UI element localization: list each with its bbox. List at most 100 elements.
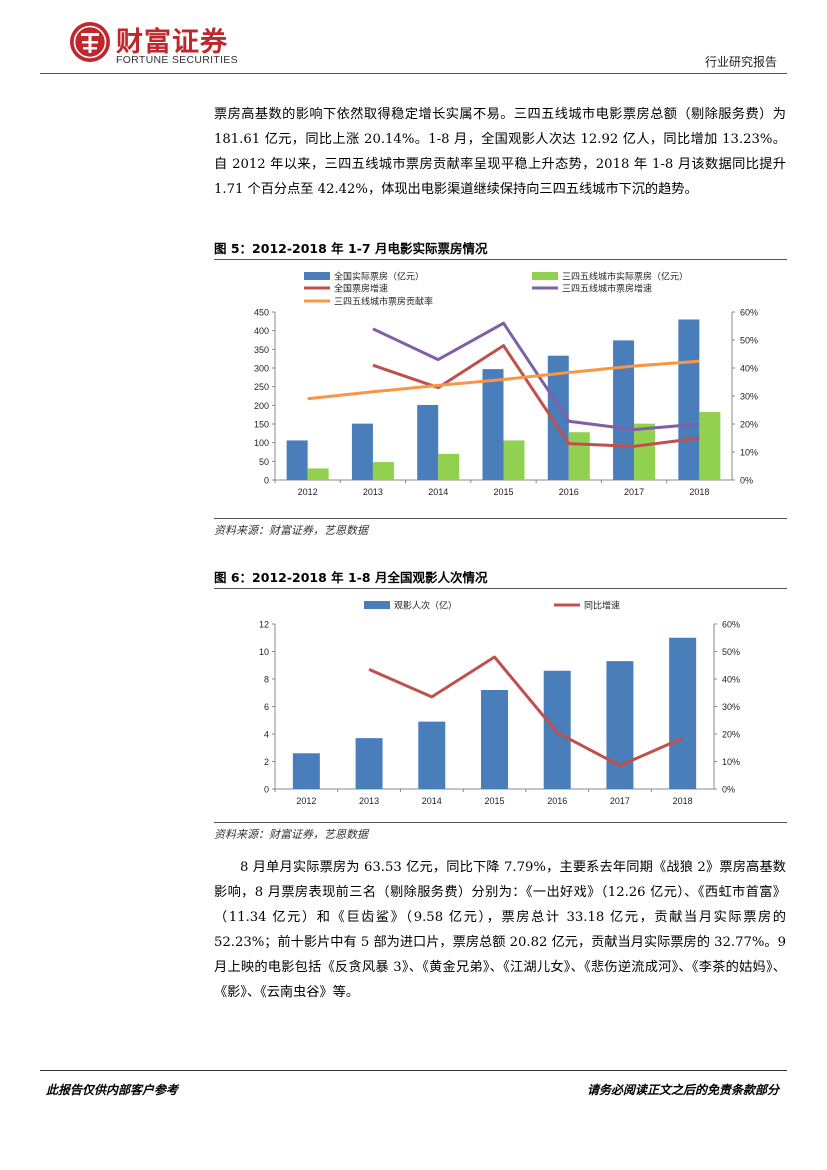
fig6-right-tick-label: 20% [722, 730, 740, 740]
fig5-bar-1 [678, 319, 700, 480]
fig5-right-tick-label: 30% [740, 392, 758, 402]
fig6-left-tick-label: 6 [264, 702, 269, 712]
footer-divider [40, 1070, 787, 1071]
fig5-bar-2 [307, 468, 329, 480]
fig5-left-tick-label: 350 [254, 345, 269, 355]
figure-5-title: 图 5：2012-2018 年 1-7 月电影实际票房情况 [214, 241, 488, 256]
fig5-bar-2 [699, 412, 721, 480]
fig5-right-tick-label: 0% [740, 476, 753, 486]
fig5-bar-2 [634, 423, 656, 480]
fig6-left-tick-label: 2 [264, 757, 269, 767]
brand-name-en: FORTUNE SECURITIES [116, 54, 238, 66]
figure-6-source: 资料来源：财富证券，艺恩数据 [214, 828, 368, 841]
footer-disclaimer-right: 请务必阅读正文之后的免责条款部分 [586, 1083, 779, 1097]
fig5-bar-1 [547, 355, 569, 480]
figure-5-bottom-rule [214, 518, 787, 519]
fig5-right-tick-label: 20% [740, 420, 758, 430]
fig6-x-tick-label: 2016 [547, 796, 567, 806]
figure-5-chart: 0 50 100 150 200 250 300 350 400 450 0% 10% 20% 30% 40… [254, 271, 758, 498]
fig5-bar-1 [482, 369, 504, 480]
fig5-left-tick-label: 50 [259, 457, 269, 467]
fig6-x-tick-label: 2012 [296, 796, 316, 806]
fig5-legend-label: 三四五线城市票房贡献率 [334, 296, 433, 307]
fig6-right-tick-label: 0% [722, 785, 735, 795]
figure-6-title: 图 6：2012-2018 年 1-8 月全国观影人次情况 [214, 570, 488, 585]
fig6-bar-1 [606, 661, 634, 789]
fig5-right-tick-label: 60% [740, 308, 758, 318]
fig6-right-tick-label: 60% [722, 620, 740, 630]
figure-5-source: 资料来源：财富证券，艺恩数据 [214, 524, 368, 537]
figure-5-top-rule [214, 259, 787, 260]
fig5-right-tick-label: 40% [740, 364, 758, 374]
figure-6-bottom-rule [214, 822, 787, 823]
fig6-bar-1 [543, 670, 571, 789]
fig6-legend-swatch [364, 601, 390, 609]
fig6-x-tick-label: 2015 [484, 796, 504, 806]
fig5-x-tick-label: 2015 [493, 487, 513, 497]
fig5-line-3 [307, 359, 700, 401]
fig5-x-tick-label: 2018 [689, 487, 709, 497]
fig6-line-1 [368, 655, 684, 768]
fig5-bar-2 [503, 440, 525, 480]
report-type-label: 行业研究报告 [704, 55, 777, 69]
fig6-legend-label: 同比增速 [584, 600, 620, 611]
fig5-line-2 [372, 321, 700, 432]
fig6-bar-1 [292, 753, 320, 789]
fig5-right-tick-label: 10% [740, 448, 758, 458]
fig6-left-tick-label: 8 [264, 675, 269, 685]
fig6-left-tick-label: 12 [259, 620, 269, 630]
fig6-bar-1 [481, 690, 508, 789]
fig5-bar-1 [417, 404, 439, 480]
fig6-left-tick-label: 10 [259, 647, 269, 657]
header-divider [40, 73, 787, 74]
fig6-right-tick-label: 30% [722, 702, 740, 712]
brand-name-cn: 财富证券 [116, 27, 228, 58]
fig6-left-tick-label: 0 [264, 785, 269, 795]
fig6-x-tick-label: 2018 [673, 796, 693, 806]
fig5-x-tick-label: 2016 [559, 487, 579, 497]
fig5-bar-2 [372, 462, 394, 480]
fig5-left-tick-label: 100 [254, 438, 269, 448]
fig5-left-tick-label: 200 [254, 401, 269, 411]
fig5-line-1 [372, 344, 700, 448]
fig5-legend-label: 三四五线城市实际票房（亿元） [562, 271, 688, 282]
fig5-bar-1 [613, 340, 635, 480]
footer-disclaimer-left: 此报告仅供内部客户参考 [46, 1083, 179, 1097]
fig6-legend-label: 观影人次（亿） [394, 600, 457, 611]
fig6-x-tick-label: 2017 [610, 796, 630, 806]
fortune-securities-logo-icon [70, 22, 110, 62]
fig5-bar-1 [351, 423, 373, 480]
fig6-right-tick-label: 50% [722, 647, 740, 657]
fig5-bar-2 [568, 432, 590, 480]
fig5-bar-2 [438, 453, 460, 480]
fig5-legend-swatch [532, 272, 558, 280]
fig5-left-tick-label: 300 [254, 364, 269, 374]
fig6-bar-1 [669, 637, 697, 789]
fig6-right-tick-label: 40% [722, 675, 740, 685]
fig6-x-tick-label: 2013 [359, 796, 379, 806]
fig5-x-tick-label: 2017 [624, 487, 644, 497]
fig6-right-tick-label: 10% [722, 757, 740, 767]
fig6-bar-1 [418, 721, 446, 789]
fig5-x-tick-label: 2014 [428, 487, 448, 497]
fig5-x-tick-label: 2012 [298, 487, 318, 497]
fig5-right-tick-label: 50% [740, 336, 758, 346]
fig6-left-tick-label: 4 [264, 730, 269, 740]
fig6-bar-1 [355, 738, 383, 789]
fig5-left-tick-label: 0 [264, 476, 269, 486]
fig5-legend-label: 三四五线城市票房增速 [562, 283, 652, 294]
fig5-legend-swatch [304, 272, 330, 280]
fig5-left-tick-label: 150 [254, 420, 269, 430]
body-paragraph-1: 票房高基数的影响下依然取得稳定增长实属不易。三四五线城市电影票房总额（剔除服务费… [214, 107, 786, 197]
fig5-left-tick-label: 400 [254, 326, 269, 336]
fig5-left-tick-label: 450 [254, 308, 269, 318]
fig5-bar-1 [286, 440, 308, 480]
body-paragraph-2: 8 月单月实际票房为 63.53 亿元，同比下降 7.79%，主要系去年同期《战… [214, 860, 786, 1000]
figure-6-top-rule [214, 588, 787, 589]
fig6-x-tick-label: 2014 [422, 796, 442, 806]
fig5-left-tick-label: 250 [254, 382, 269, 392]
figure-6-chart: 0 2 4 6 8 10 12 0% 10% 20% 30% 40% 50% 60% 2012 2013 201… [259, 600, 740, 807]
fig5-legend-label: 全国票房增速 [334, 283, 388, 294]
fig5-x-tick-label: 2013 [363, 487, 383, 497]
fig5-legend-label: 全国实际票房（亿元） [334, 271, 424, 282]
